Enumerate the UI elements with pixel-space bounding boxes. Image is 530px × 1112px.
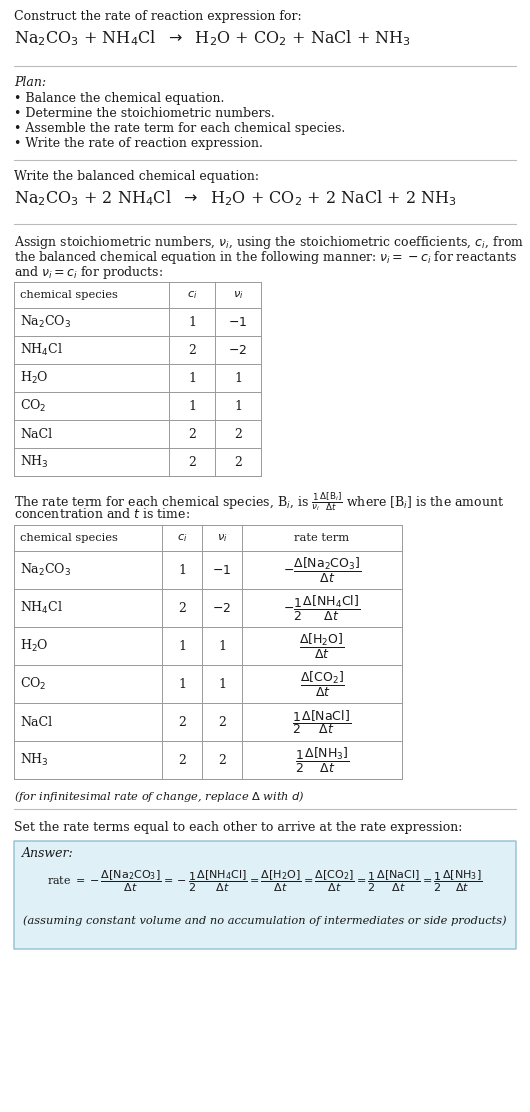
- Text: and $\nu_i = c_i$ for products:: and $\nu_i = c_i$ for products:: [14, 264, 163, 281]
- Text: 1: 1: [188, 371, 196, 385]
- Text: $-\dfrac{\Delta[\mathrm{Na_2CO_3}]}{\Delta t}$: $-\dfrac{\Delta[\mathrm{Na_2CO_3}]}{\Del…: [283, 556, 361, 585]
- Text: NH$_4$Cl: NH$_4$Cl: [20, 342, 63, 358]
- Text: Write the balanced chemical equation:: Write the balanced chemical equation:: [14, 170, 259, 183]
- Text: 1: 1: [218, 639, 226, 653]
- Text: • Determine the stoichiometric numbers.: • Determine the stoichiometric numbers.: [14, 107, 275, 120]
- Text: $-1$: $-1$: [228, 316, 248, 328]
- Text: $\nu_i$: $\nu_i$: [217, 533, 227, 544]
- Text: chemical species: chemical species: [20, 533, 118, 543]
- Text: 2: 2: [178, 715, 186, 728]
- Text: 2: 2: [178, 754, 186, 766]
- Text: 2: 2: [188, 456, 196, 468]
- Text: $-\dfrac{1}{2}\dfrac{\Delta[\mathrm{NH_4Cl}]}{\Delta t}$: $-\dfrac{1}{2}\dfrac{\Delta[\mathrm{NH_4…: [284, 594, 360, 623]
- Text: 2: 2: [188, 344, 196, 357]
- Text: chemical species: chemical species: [20, 290, 118, 300]
- Text: Na$_2$CO$_3$: Na$_2$CO$_3$: [20, 562, 71, 578]
- Text: NaCl: NaCl: [20, 427, 52, 440]
- Text: rate $= -\dfrac{\Delta[\mathrm{Na_2CO_3}]}{\Delta t} = -\dfrac{1}{2}\dfrac{\Delt: rate $= -\dfrac{\Delta[\mathrm{Na_2CO_3}…: [47, 868, 483, 894]
- Text: Plan:: Plan:: [14, 76, 46, 89]
- Bar: [14, 525, 402, 780]
- Text: concentration and $t$ is time:: concentration and $t$ is time:: [14, 507, 190, 522]
- Text: 2: 2: [218, 715, 226, 728]
- Text: 1: 1: [234, 371, 242, 385]
- Text: 1: 1: [234, 399, 242, 413]
- Text: (assuming constant volume and no accumulation of intermediates or side products): (assuming constant volume and no accumul…: [23, 915, 507, 925]
- Text: 1: 1: [178, 639, 186, 653]
- Text: CO$_2$: CO$_2$: [20, 398, 47, 414]
- Text: $-1$: $-1$: [213, 564, 232, 576]
- Text: $\dfrac{\Delta[\mathrm{CO_2}]}{\Delta t}$: $\dfrac{\Delta[\mathrm{CO_2}]}{\Delta t}…: [299, 669, 344, 698]
- Text: $c_i$: $c_i$: [177, 533, 187, 544]
- Text: H$_2$O: H$_2$O: [20, 638, 49, 654]
- Text: the balanced chemical equation in the following manner: $\nu_i = -c_i$ for react: the balanced chemical equation in the fo…: [14, 249, 517, 266]
- Text: NaCl: NaCl: [20, 715, 52, 728]
- Text: $\nu_i$: $\nu_i$: [233, 289, 243, 301]
- Text: 2: 2: [234, 427, 242, 440]
- Text: 2: 2: [178, 602, 186, 615]
- Text: Na$_2$CO$_3$: Na$_2$CO$_3$: [20, 314, 71, 330]
- Text: 1: 1: [178, 677, 186, 691]
- Text: 1: 1: [188, 399, 196, 413]
- Text: 1: 1: [178, 564, 186, 576]
- Text: 2: 2: [218, 754, 226, 766]
- Text: NH$_3$: NH$_3$: [20, 752, 49, 768]
- Text: 1: 1: [218, 677, 226, 691]
- Text: $-2$: $-2$: [228, 344, 248, 357]
- Text: rate term: rate term: [295, 533, 350, 543]
- Text: H$_2$O: H$_2$O: [20, 370, 49, 386]
- Text: 2: 2: [188, 427, 196, 440]
- Text: (for infinitesimal rate of change, replace $\Delta$ with $d$): (for infinitesimal rate of change, repla…: [14, 790, 305, 804]
- Text: $\dfrac{1}{2}\dfrac{\Delta[\mathrm{NaCl}]}{\Delta t}$: $\dfrac{1}{2}\dfrac{\Delta[\mathrm{NaCl}…: [293, 708, 351, 736]
- Bar: [14, 282, 261, 476]
- Text: $c_i$: $c_i$: [187, 289, 197, 301]
- Text: Answer:: Answer:: [22, 847, 74, 860]
- Text: Na$_2$CO$_3$ + NH$_4$Cl  $\rightarrow$  H$_2$O + CO$_2$ + NaCl + NH$_3$: Na$_2$CO$_3$ + NH$_4$Cl $\rightarrow$ H$…: [14, 28, 411, 48]
- Text: NH$_3$: NH$_3$: [20, 454, 49, 470]
- Text: CO$_2$: CO$_2$: [20, 676, 47, 692]
- Text: Set the rate terms equal to each other to arrive at the rate expression:: Set the rate terms equal to each other t…: [14, 821, 462, 834]
- Text: Construct the rate of reaction expression for:: Construct the rate of reaction expressio…: [14, 10, 302, 23]
- Text: Assign stoichiometric numbers, $\nu_i$, using the stoichiometric coefficients, $: Assign stoichiometric numbers, $\nu_i$, …: [14, 234, 524, 251]
- Text: • Write the rate of reaction expression.: • Write the rate of reaction expression.: [14, 137, 263, 150]
- Text: • Balance the chemical equation.: • Balance the chemical equation.: [14, 92, 224, 105]
- Text: 1: 1: [188, 316, 196, 328]
- Text: $\dfrac{\Delta[\mathrm{H_2O}]}{\Delta t}$: $\dfrac{\Delta[\mathrm{H_2O}]}{\Delta t}…: [299, 632, 345, 661]
- Text: 2: 2: [234, 456, 242, 468]
- Text: The rate term for each chemical species, B$_i$, is $\frac{1}{\nu_i}\frac{\Delta[: The rate term for each chemical species,…: [14, 490, 504, 513]
- Text: NH$_4$Cl: NH$_4$Cl: [20, 600, 63, 616]
- Text: Na$_2$CO$_3$ + 2 NH$_4$Cl  $\rightarrow$  H$_2$O + CO$_2$ + 2 NaCl + 2 NH$_3$: Na$_2$CO$_3$ + 2 NH$_4$Cl $\rightarrow$ …: [14, 188, 456, 208]
- Text: $\dfrac{1}{2}\dfrac{\Delta[\mathrm{NH_3}]}{\Delta t}$: $\dfrac{1}{2}\dfrac{\Delta[\mathrm{NH_3}…: [295, 745, 349, 774]
- Text: $-2$: $-2$: [213, 602, 232, 615]
- Text: • Assemble the rate term for each chemical species.: • Assemble the rate term for each chemic…: [14, 122, 345, 135]
- FancyBboxPatch shape: [14, 841, 516, 949]
